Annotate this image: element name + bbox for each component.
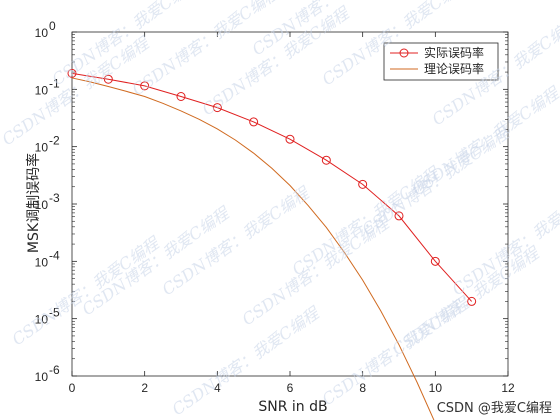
y-tick-label: 10: [35, 141, 49, 155]
legend-marker-actual: [399, 48, 409, 58]
series-point-0: [394, 211, 404, 221]
series-line-0: [71, 72, 473, 302]
x-tick-label: 2: [141, 381, 148, 395]
series-point-0: [430, 256, 440, 266]
y-tick-label: 10: [35, 255, 49, 269]
axes-box: [71, 31, 509, 377]
series-point-0: [249, 117, 259, 127]
series-line-1: [71, 77, 435, 420]
series-point-0: [103, 74, 113, 84]
legend-label-actual: 实际误码率: [424, 45, 484, 60]
x-tick-label: 0: [69, 381, 76, 395]
plot-area: [71, 31, 509, 377]
legend: 实际误码率 理论误码率: [383, 42, 499, 81]
y-tick-exponent: 0: [49, 19, 56, 33]
y-tick-label: 10: [35, 370, 49, 384]
y-tick-exponent: -4: [49, 248, 60, 262]
y-tick-label: 10: [35, 83, 49, 97]
y-tick-label: 10: [35, 26, 49, 40]
y-tick-exponent: -1: [49, 76, 60, 90]
x-tick-label: 10: [429, 381, 443, 395]
x-tick-label: 8: [359, 381, 366, 395]
x-tick-label: 4: [214, 381, 221, 395]
legend-label-theory: 理论误码率: [424, 61, 484, 76]
series-point-0: [67, 68, 77, 78]
x-tick-label: 12: [501, 381, 515, 395]
y-tick-exponent: -2: [49, 134, 60, 148]
series-point-0: [285, 134, 295, 144]
y-axis-label: MSK调制误码率: [25, 153, 42, 253]
y-tick-exponent: -6: [49, 363, 60, 377]
y-tick-exponent: -3: [49, 191, 60, 205]
series-point-0: [176, 91, 186, 101]
y-tick-label: 10: [35, 198, 49, 212]
y-tick-label: 10: [35, 313, 49, 327]
series-point-0: [321, 155, 331, 165]
series-point-0: [140, 81, 150, 91]
series-point-0: [212, 103, 222, 113]
series-point-0: [358, 179, 368, 189]
x-axis-label: SNR in dB: [258, 399, 327, 415]
x-tick-label: 6: [287, 381, 294, 395]
series-point-0: [467, 296, 477, 306]
credit-text: CSDN @我爱C编程: [436, 401, 552, 416]
series-layer: [67, 68, 477, 420]
y-tick-exponent: -5: [49, 306, 60, 320]
